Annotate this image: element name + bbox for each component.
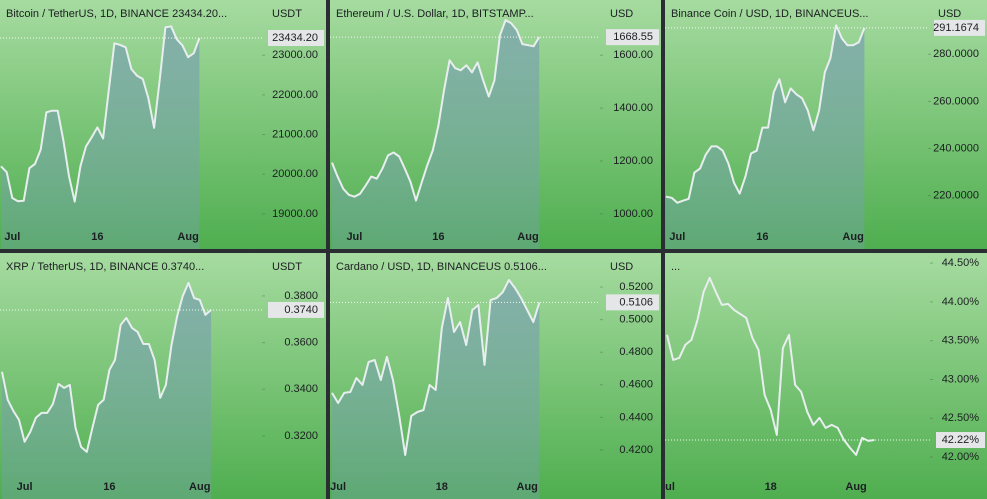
x-tick-label: Jul xyxy=(669,231,685,243)
y-tick-label: 0.4800 xyxy=(619,346,653,358)
chart-title: ... xyxy=(671,261,680,273)
unit-label: USDT xyxy=(272,8,302,20)
chart-title: Binance Coin / USD, 1D, BINANCEUS... xyxy=(671,8,868,20)
x-tick-label: 16 xyxy=(103,481,115,493)
y-tick-label: 44.50% xyxy=(942,257,980,269)
chart-title: Cardano / USD, 1D, BINANCEUS 0.5106... xyxy=(336,261,547,273)
last-price-box xyxy=(934,19,985,36)
y-tick-label: 42.50% xyxy=(942,412,980,424)
y-tick-label: 1200.00 xyxy=(613,155,653,167)
chart-panel: Jul 16 Aug 19000.00 20000.00 21000.00 22000.00… xyxy=(0,0,326,249)
chart-panel: Jul 18 Aug 42.00% 42.50% 43.00% 43.50% 44.00% 44… xyxy=(659,253,987,499)
price-line xyxy=(331,19,541,202)
y-tick-label: 20000.00 xyxy=(272,168,318,180)
y-tick-label: 0.4600 xyxy=(619,379,653,391)
y-tick-label: 0.4400 xyxy=(619,411,653,423)
price-line xyxy=(1,281,212,453)
chart-panel: Jul 16 Aug 0.3200 0.3400 0.3600 0.3800 0.3740 XR… xyxy=(0,253,326,499)
price-line xyxy=(331,279,541,456)
y-tick-label: 0.3600 xyxy=(284,337,318,349)
chart-panel: Jul 16 Aug 220.0000 240.0000 260.0000 280.0000… xyxy=(665,0,987,249)
price-line xyxy=(666,276,875,456)
last-price-label: 0.3740 xyxy=(284,304,318,316)
x-tick-label: Jul xyxy=(346,231,362,243)
chart-title: Bitcoin / TetherUS, 1D, BINANCE 23434.20… xyxy=(6,8,227,20)
x-tick-label: Aug xyxy=(842,231,863,243)
chart-title: Ethereum / U.S. Dollar, 1D, BITSTAMP... xyxy=(336,8,534,20)
x-tick-label: Aug xyxy=(517,231,538,243)
y-tick-label: 19000.00 xyxy=(272,208,318,220)
y-tick-label: 220.0000 xyxy=(933,190,979,202)
last-price-box xyxy=(606,29,659,46)
last-price-label: 0.5106 xyxy=(619,296,653,308)
y-tick-label: 23000.00 xyxy=(272,49,318,61)
panel-background xyxy=(665,253,987,499)
y-tick-label: 1000.00 xyxy=(613,208,653,220)
y-tick-label: 44.00% xyxy=(942,296,980,308)
last-price-box xyxy=(936,432,985,449)
x-tick-label: 16 xyxy=(91,231,103,243)
price-line xyxy=(665,24,866,204)
unit-label: USDT xyxy=(272,261,302,273)
x-tick-label: Aug xyxy=(177,231,198,243)
chart-panel: Jul 18 Aug 0.4200 0.4400 0.4600 0.4800 0.5000 0.… xyxy=(330,253,661,499)
chart-title: XRP / TetherUS, 1D, BINANCE 0.3740... xyxy=(6,261,204,273)
area xyxy=(666,25,865,249)
y-tick-label: 240.0000 xyxy=(933,142,979,154)
x-tick-label: Jul xyxy=(4,231,20,243)
y-tick-label: 21000.00 xyxy=(272,128,318,140)
last-price-box xyxy=(606,294,659,311)
last-price-label: 291.1674 xyxy=(933,22,979,34)
x-tick-label: Aug xyxy=(189,481,210,493)
x-tick-label: Jul xyxy=(659,481,675,493)
y-tick-label: 1400.00 xyxy=(613,102,653,114)
x-tick-label: 16 xyxy=(756,231,768,243)
last-price-label: 1668.55 xyxy=(613,31,653,43)
area xyxy=(1,26,200,249)
y-tick-label: 43.50% xyxy=(942,335,980,347)
x-tick-label: 18 xyxy=(765,481,777,493)
y-tick-label: 43.00% xyxy=(942,373,980,385)
chart-panel: Jul 16 Aug 1000.00 1200.00 1400.00 1600.00 1668… xyxy=(330,0,661,249)
y-tick-label: 0.3400 xyxy=(284,383,318,395)
unit-label: USD xyxy=(610,8,633,20)
y-tick-label: 0.3200 xyxy=(284,430,318,442)
y-tick-label: 42.00% xyxy=(942,451,980,463)
area xyxy=(2,282,212,499)
x-tick-label: Jul xyxy=(17,481,33,493)
y-tick-label: 0.3800 xyxy=(284,290,318,302)
x-tick-label: Jul xyxy=(330,481,346,493)
unit-label: USD xyxy=(938,8,961,20)
y-tick-label: 22000.00 xyxy=(272,89,318,101)
price-line xyxy=(0,25,201,203)
y-tick-label: 0.5200 xyxy=(619,281,653,293)
last-price-box xyxy=(268,301,324,318)
last-price-box xyxy=(268,29,324,46)
x-tick-label: 18 xyxy=(436,481,448,493)
x-tick-label: Aug xyxy=(517,481,538,493)
last-price-label: 42.22% xyxy=(942,434,980,446)
y-tick-label: 280.0000 xyxy=(933,48,979,60)
y-tick-label: 260.0000 xyxy=(933,95,979,107)
y-tick-label: 0.5000 xyxy=(619,314,653,326)
x-tick-label: 16 xyxy=(432,231,444,243)
x-tick-label: Aug xyxy=(845,481,866,493)
y-tick-label: 0.4200 xyxy=(619,444,653,456)
y-tick-label: 1600.00 xyxy=(613,49,653,61)
last-price-label: 23434.20 xyxy=(272,32,318,44)
area xyxy=(332,20,540,249)
unit-label: USD xyxy=(610,261,633,273)
